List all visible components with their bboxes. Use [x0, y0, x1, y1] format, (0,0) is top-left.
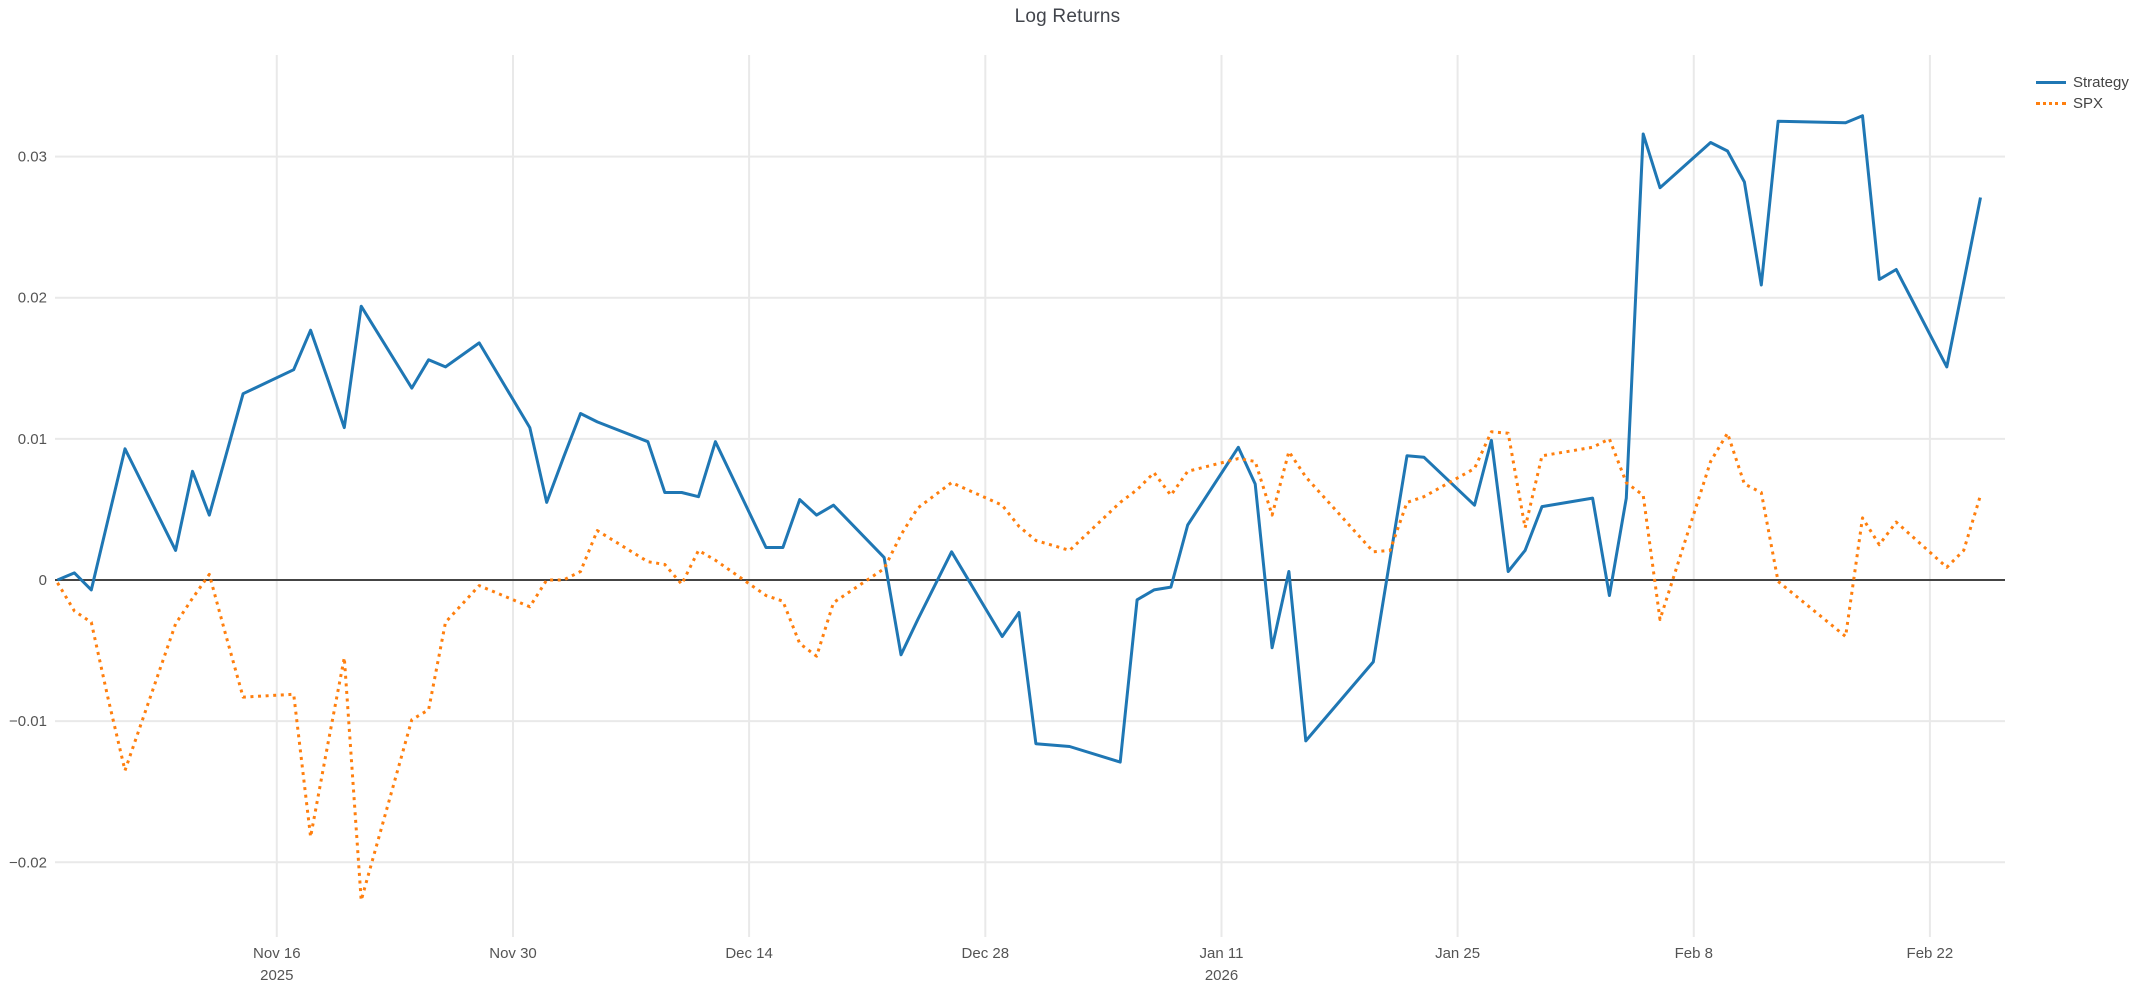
- y-tick-label: −0.02: [9, 854, 47, 871]
- series-strategy-line: [56, 114, 1982, 764]
- x-tick-year-label: 2025: [260, 967, 293, 984]
- x-tick-label: Dec 28: [962, 945, 1010, 962]
- legend-item-strategy[interactable]: Strategy: [2036, 72, 2129, 93]
- y-tick-label: 0.01: [18, 431, 47, 448]
- x-tick-label: Dec 14: [725, 945, 773, 962]
- legend-item-spx[interactable]: SPX: [2036, 93, 2129, 114]
- y-tick-label: 0: [39, 572, 47, 589]
- x-tick-label: Feb 8: [1675, 945, 1713, 962]
- x-tick-year-label: 2026: [1205, 967, 1238, 984]
- x-tick-label: Jan 25: [1435, 945, 1480, 962]
- chart-title: Log Returns: [1014, 6, 1121, 27]
- series-spx-line: [56, 430, 1982, 902]
- x-tick-label: Feb 22: [1907, 945, 1954, 962]
- x-tick-label: Nov 16: [253, 945, 301, 962]
- legend-label-strategy: Strategy: [2073, 74, 2129, 91]
- legend-line-spx-icon: [2036, 102, 2066, 105]
- legend-label-spx: SPX: [2073, 95, 2104, 112]
- x-tick-label: Jan 11: [1200, 945, 1244, 962]
- legend-line-strategy-icon: [2036, 81, 2066, 84]
- y-tick-label: 0.03: [18, 149, 47, 166]
- y-tick-label: 0.02: [18, 290, 47, 307]
- legend: Strategy SPX: [2036, 72, 2129, 114]
- x-tick-label: Nov 30: [489, 945, 537, 962]
- y-tick-label: −0.01: [9, 713, 47, 730]
